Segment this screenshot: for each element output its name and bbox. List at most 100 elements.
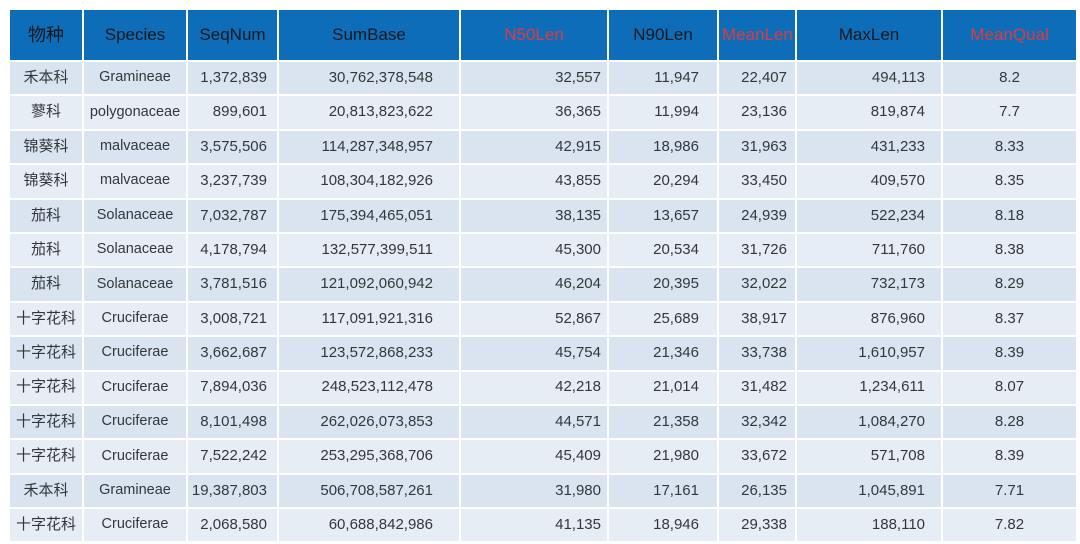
cell-n50len: 31,980 xyxy=(459,472,609,510)
cell-maxlen: 1,045,891 xyxy=(795,472,943,510)
cell-n90len: 20,294 xyxy=(607,163,719,200)
table-canvas: 物种 Species SeqNum SumBase N50Len N90Len … xyxy=(8,8,1078,544)
cell-sumbase: 121,092,060,942 xyxy=(277,266,461,303)
cell-meanlen: 23,136 xyxy=(717,94,797,131)
table-row: 锦葵科 malvaceae 3,237,739 108,304,182,926 43,8… xyxy=(8,163,1078,200)
cell-n50len: 45,754 xyxy=(459,335,609,372)
cell-species: Cruciferae xyxy=(82,438,188,475)
table-row: 禾本科 Gramineae 19,387,803 506,708,587,261 31,… xyxy=(8,472,1078,510)
cell-n90len: 18,946 xyxy=(607,507,719,544)
table-row: 锦葵科 malvaceae 3,575,506 114,287,348,957 42,9… xyxy=(8,128,1078,166)
cell-species: malvaceae xyxy=(82,128,188,166)
cell-meanlen: 33,738 xyxy=(717,335,797,372)
cell-species: Gramineae xyxy=(82,59,188,97)
cell-seqnum: 3,008,721 xyxy=(186,300,279,338)
cell-meanqual: 8.33 xyxy=(941,128,1078,166)
table-body: 禾本科 Gramineae 1,372,839 30,762,378,548 32,55… xyxy=(8,59,1078,544)
cell-meanlen: 22,407 xyxy=(717,59,797,97)
cell-species: Cruciferae xyxy=(82,300,188,338)
column-header-meanlen: MeanLen xyxy=(717,8,797,62)
cell-species: Solanaceae xyxy=(82,197,188,234)
cell-n90len: 17,161 xyxy=(607,472,719,510)
cell-meanlen: 26,135 xyxy=(717,472,797,510)
cell-species-cn: 锦葵科 xyxy=(8,128,84,166)
cell-meanqual: 8.18 xyxy=(941,197,1078,234)
table-row: 茄科 Solanaceae 7,032,787 175,394,465,051 38,1… xyxy=(8,197,1078,234)
cell-species-cn: 蓼科 xyxy=(8,94,84,131)
cell-species-cn: 十字花科 xyxy=(8,335,84,372)
cell-meanlen: 29,338 xyxy=(717,507,797,544)
cell-meanqual: 8.28 xyxy=(941,403,1078,441)
cell-seqnum: 19,387,803 xyxy=(186,472,279,510)
cell-species-cn: 茄科 xyxy=(8,266,84,303)
cell-meanlen: 32,342 xyxy=(717,403,797,441)
cell-meanlen: 31,482 xyxy=(717,369,797,406)
cell-sumbase: 132,577,399,511 xyxy=(277,231,461,269)
cell-sumbase: 117,091,921,316 xyxy=(277,300,461,338)
cell-sumbase: 114,287,348,957 xyxy=(277,128,461,166)
cell-n50len: 42,915 xyxy=(459,128,609,166)
cell-species: malvaceae xyxy=(82,163,188,200)
cell-n90len: 18,986 xyxy=(607,128,719,166)
cell-meanlen: 24,939 xyxy=(717,197,797,234)
cell-maxlen: 876,960 xyxy=(795,300,943,338)
cell-maxlen: 711,760 xyxy=(795,231,943,269)
cell-species: Solanaceae xyxy=(82,266,188,303)
cell-maxlen: 1,084,270 xyxy=(795,403,943,441)
cell-seqnum: 2,068,580 xyxy=(186,507,279,544)
cell-species-cn: 十字花科 xyxy=(8,300,84,338)
cell-seqnum: 4,178,794 xyxy=(186,231,279,269)
cell-sumbase: 262,026,073,853 xyxy=(277,403,461,441)
cell-sumbase: 253,295,368,706 xyxy=(277,438,461,475)
cell-n50len: 44,571 xyxy=(459,403,609,441)
cell-seqnum: 3,575,506 xyxy=(186,128,279,166)
cell-n90len: 20,534 xyxy=(607,231,719,269)
cell-species-cn: 十字花科 xyxy=(8,438,84,475)
table-row: 十字花科 Cruciferae 2,068,580 60,688,842,986 41,… xyxy=(8,507,1078,544)
cell-sumbase: 506,708,587,261 xyxy=(277,472,461,510)
cell-n50len: 38,135 xyxy=(459,197,609,234)
cell-n90len: 25,689 xyxy=(607,300,719,338)
cell-maxlen: 494,113 xyxy=(795,59,943,97)
cell-species-cn: 禾本科 xyxy=(8,59,84,97)
table-row: 十字花科 Cruciferae 3,662,687 123,572,868,233 45… xyxy=(8,335,1078,372)
cell-species-cn: 茄科 xyxy=(8,197,84,234)
cell-meanqual: 7.7 xyxy=(941,94,1078,131)
cell-meanlen: 33,450 xyxy=(717,163,797,200)
cell-seqnum: 3,781,516 xyxy=(186,266,279,303)
table-row: 十字花科 Cruciferae 7,522,242 253,295,368,706 45… xyxy=(8,438,1078,475)
species-sequencing-stats-table: 物种 Species SeqNum SumBase N50Len N90Len … xyxy=(8,8,1078,544)
cell-sumbase: 123,572,868,233 xyxy=(277,335,461,372)
table-row: 十字花科 Cruciferae 7,894,036 248,523,112,478 42… xyxy=(8,369,1078,406)
cell-meanqual: 8.29 xyxy=(941,266,1078,303)
cell-species: Solanaceae xyxy=(82,231,188,269)
cell-maxlen: 571,708 xyxy=(795,438,943,475)
cell-meanlen: 31,963 xyxy=(717,128,797,166)
cell-seqnum: 8,101,498 xyxy=(186,403,279,441)
cell-meanlen: 31,726 xyxy=(717,231,797,269)
cell-sumbase: 30,762,378,548 xyxy=(277,59,461,97)
cell-seqnum: 3,237,739 xyxy=(186,163,279,200)
cell-species: Cruciferae xyxy=(82,369,188,406)
cell-n90len: 20,395 xyxy=(607,266,719,303)
cell-meanqual: 8.07 xyxy=(941,369,1078,406)
cell-n90len: 11,994 xyxy=(607,94,719,131)
table-header: 物种 Species SeqNum SumBase N50Len N90Len … xyxy=(8,8,1078,62)
cell-seqnum: 7,032,787 xyxy=(186,197,279,234)
cell-species-cn: 十字花科 xyxy=(8,403,84,441)
table-row: 蓼科 polygonaceae 899,601 20,813,823,622 36,36… xyxy=(8,94,1078,131)
cell-species-cn: 锦葵科 xyxy=(8,163,84,200)
cell-meanqual: 8.35 xyxy=(941,163,1078,200)
cell-n50len: 32,557 xyxy=(459,59,609,97)
cell-n50len: 45,409 xyxy=(459,438,609,475)
column-header-sumbase: SumBase xyxy=(277,8,461,62)
column-header-n50len: N50Len xyxy=(459,8,609,62)
header-row: 物种 Species SeqNum SumBase N50Len N90Len … xyxy=(8,8,1078,62)
cell-n90len: 11,947 xyxy=(607,59,719,97)
cell-n90len: 21,014 xyxy=(607,369,719,406)
cell-sumbase: 20,813,823,622 xyxy=(277,94,461,131)
cell-meanqual: 7.82 xyxy=(941,507,1078,544)
table-row: 茄科 Solanaceae 3,781,516 121,092,060,942 46,2… xyxy=(8,266,1078,303)
cell-meanlen: 38,917 xyxy=(717,300,797,338)
cell-n50len: 36,365 xyxy=(459,94,609,131)
